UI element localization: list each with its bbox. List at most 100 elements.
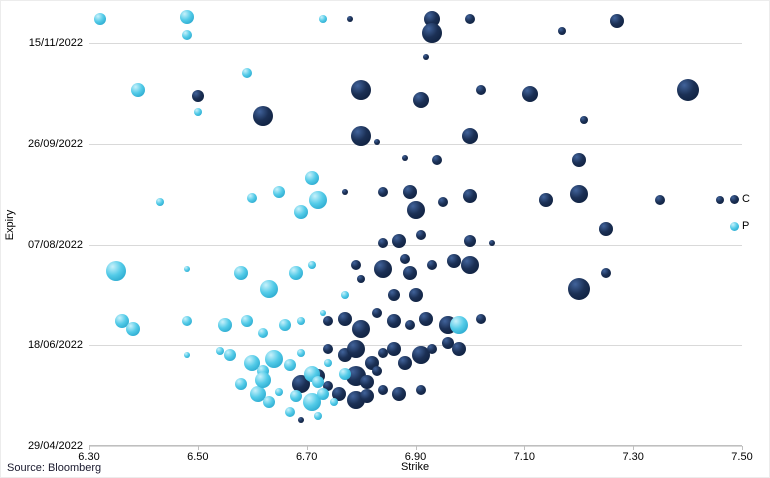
bubble-c (377, 237, 388, 248)
bubble-c (392, 386, 407, 401)
bubble-c (191, 89, 204, 102)
bubble-c (423, 11, 440, 28)
bubble-c (403, 185, 418, 200)
bubble-c (488, 239, 495, 246)
bubble-c (350, 259, 361, 270)
bubble-c (569, 185, 588, 204)
bubble-p (311, 375, 324, 388)
bubble-p (259, 279, 278, 298)
legend-item-puts: P (730, 217, 750, 235)
bubble-c (406, 201, 425, 220)
bubble-c (600, 267, 611, 278)
bubble-c (253, 105, 274, 126)
bubble-c (462, 189, 477, 204)
bubble-c (359, 374, 374, 389)
bubble-c (521, 85, 538, 102)
bubble-p (303, 392, 322, 411)
bubble-c (386, 314, 401, 329)
bubble-p (329, 397, 338, 406)
bubble-p (273, 186, 286, 199)
bubble-p (183, 352, 190, 359)
bubble-c (567, 277, 590, 300)
bubble-c (351, 79, 372, 100)
x-tick-label: 6.90 (404, 451, 427, 463)
bubble-p (318, 15, 327, 24)
bubble-p (308, 260, 317, 269)
bubble-p (297, 317, 306, 326)
y-tick-label: 15/11/2022 (28, 37, 83, 50)
bubble-p (313, 411, 322, 420)
x-tick-label: 7.10 (513, 451, 536, 463)
bubble-p (305, 171, 320, 186)
bubble-p (275, 387, 284, 396)
x-tick-mark (633, 446, 635, 450)
bubble-c (412, 91, 429, 108)
call-series-marker-icon (730, 194, 739, 204)
y-tick-label: 29/04/2022 (27, 440, 83, 452)
plot-area (89, 9, 742, 447)
bubble-p (241, 68, 252, 79)
bubble-c (426, 344, 437, 355)
bubble-c (676, 78, 699, 101)
bubble-c (372, 366, 383, 377)
bubble-c (464, 14, 475, 25)
bubble-c (323, 380, 334, 391)
bubble-p (235, 377, 248, 390)
bubble-p (340, 290, 349, 299)
bubble-c (392, 233, 407, 248)
bubble-c (421, 23, 442, 44)
bubble-c (598, 221, 613, 236)
bubble-p (93, 13, 106, 26)
bubble-p (247, 193, 258, 204)
bubble-c (475, 314, 486, 325)
x-tick-mark (197, 446, 199, 450)
bubble-c (580, 115, 589, 124)
bubble-p (106, 260, 127, 281)
bubble-c (373, 259, 392, 278)
bubble-c (571, 153, 586, 168)
x-tick-mark (524, 446, 526, 450)
bubble-p (284, 359, 297, 372)
bubble-p (288, 265, 303, 280)
bubble-p (125, 322, 140, 337)
bubble-p (324, 359, 333, 368)
bubble-c (323, 316, 334, 327)
bubble-c (408, 287, 423, 302)
bubble-c (399, 253, 410, 264)
x-tick-mark (89, 446, 90, 450)
bubble-c (655, 195, 666, 206)
bubble-p (181, 316, 192, 327)
bubble-p (181, 30, 192, 41)
bubble-c (337, 312, 352, 327)
bubble-c (332, 386, 347, 401)
put-series-marker-icon (730, 221, 739, 231)
bubble-c (347, 16, 354, 23)
bubble-c (716, 196, 725, 205)
bubble-c (442, 337, 455, 350)
x-tick-mark (415, 446, 417, 450)
bubble-p (155, 198, 164, 207)
bubble-p (308, 191, 327, 210)
bubble-p (294, 205, 309, 220)
bubble-p (285, 406, 296, 417)
x-tick-label: 6.30 (78, 451, 100, 463)
legend: C P (730, 190, 750, 244)
bubble-p (265, 350, 284, 369)
x-tick-mark (742, 446, 743, 450)
bubble-c (377, 348, 388, 359)
bubble-c (377, 187, 388, 198)
x-tick-label: 6.70 (295, 451, 318, 463)
bubble-c (460, 255, 479, 274)
bubble-c (405, 320, 416, 331)
bubble-p (114, 314, 129, 329)
y-tick-label: 07/08/2022 (27, 238, 83, 251)
bubble-p (262, 395, 275, 408)
bubble-p (179, 10, 194, 25)
bubble-c (401, 155, 408, 162)
bubble-c (609, 14, 624, 29)
x-axis-title: Strike (400, 461, 430, 473)
bubble-p (319, 310, 326, 317)
gridline (89, 244, 742, 246)
x-axis-line (89, 445, 742, 446)
bubble-c (387, 288, 400, 301)
